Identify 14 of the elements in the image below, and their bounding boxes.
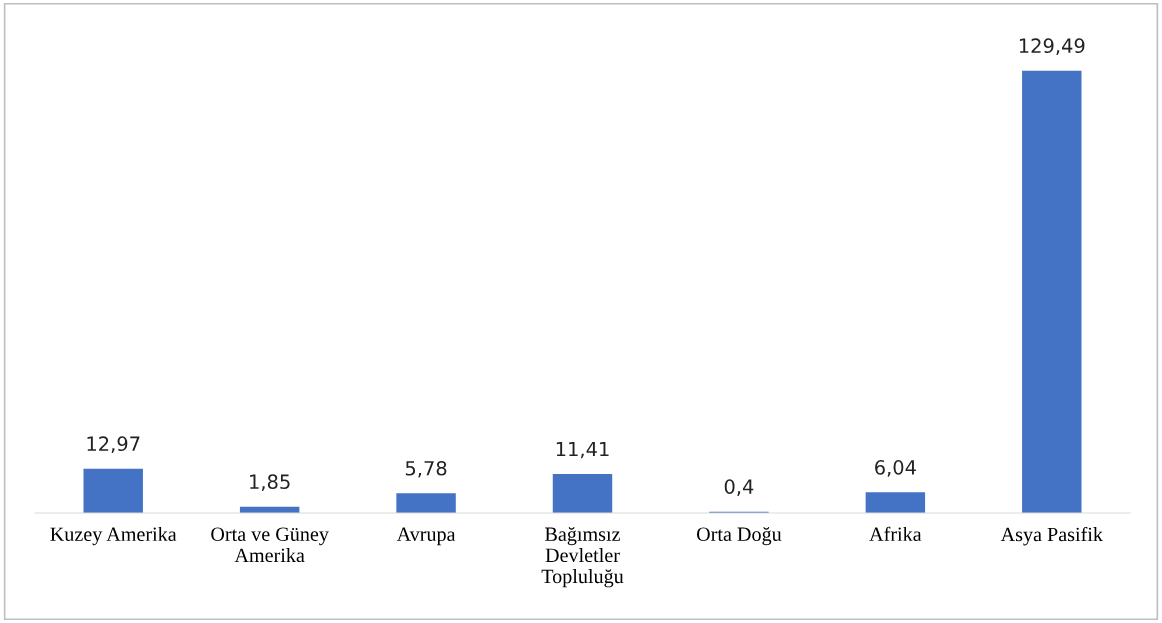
data-label: 12,97 xyxy=(87,436,140,454)
x-tick-label: Avrupa xyxy=(396,527,456,546)
data-label: 0,4 xyxy=(724,479,754,496)
x-tick-label: Afrika xyxy=(869,526,922,542)
data-label: 1,85 xyxy=(250,474,290,492)
data-label: 129,49 xyxy=(1019,38,1085,56)
data-label: 5,78 xyxy=(405,460,447,478)
x-tick-label: Asya Pasifik xyxy=(1000,526,1103,546)
data-label: 6,04 xyxy=(875,460,916,477)
x-tick-label: Orta Doğu xyxy=(696,527,782,546)
data-label: 11,41 xyxy=(556,441,609,459)
x-tick-label: Orta ve Güney Amerika xyxy=(211,527,329,563)
x-tick-label: Kuzey Amerika xyxy=(50,526,177,546)
x-tick-label: Bağımsız Devletler Topluluğu xyxy=(541,527,624,588)
